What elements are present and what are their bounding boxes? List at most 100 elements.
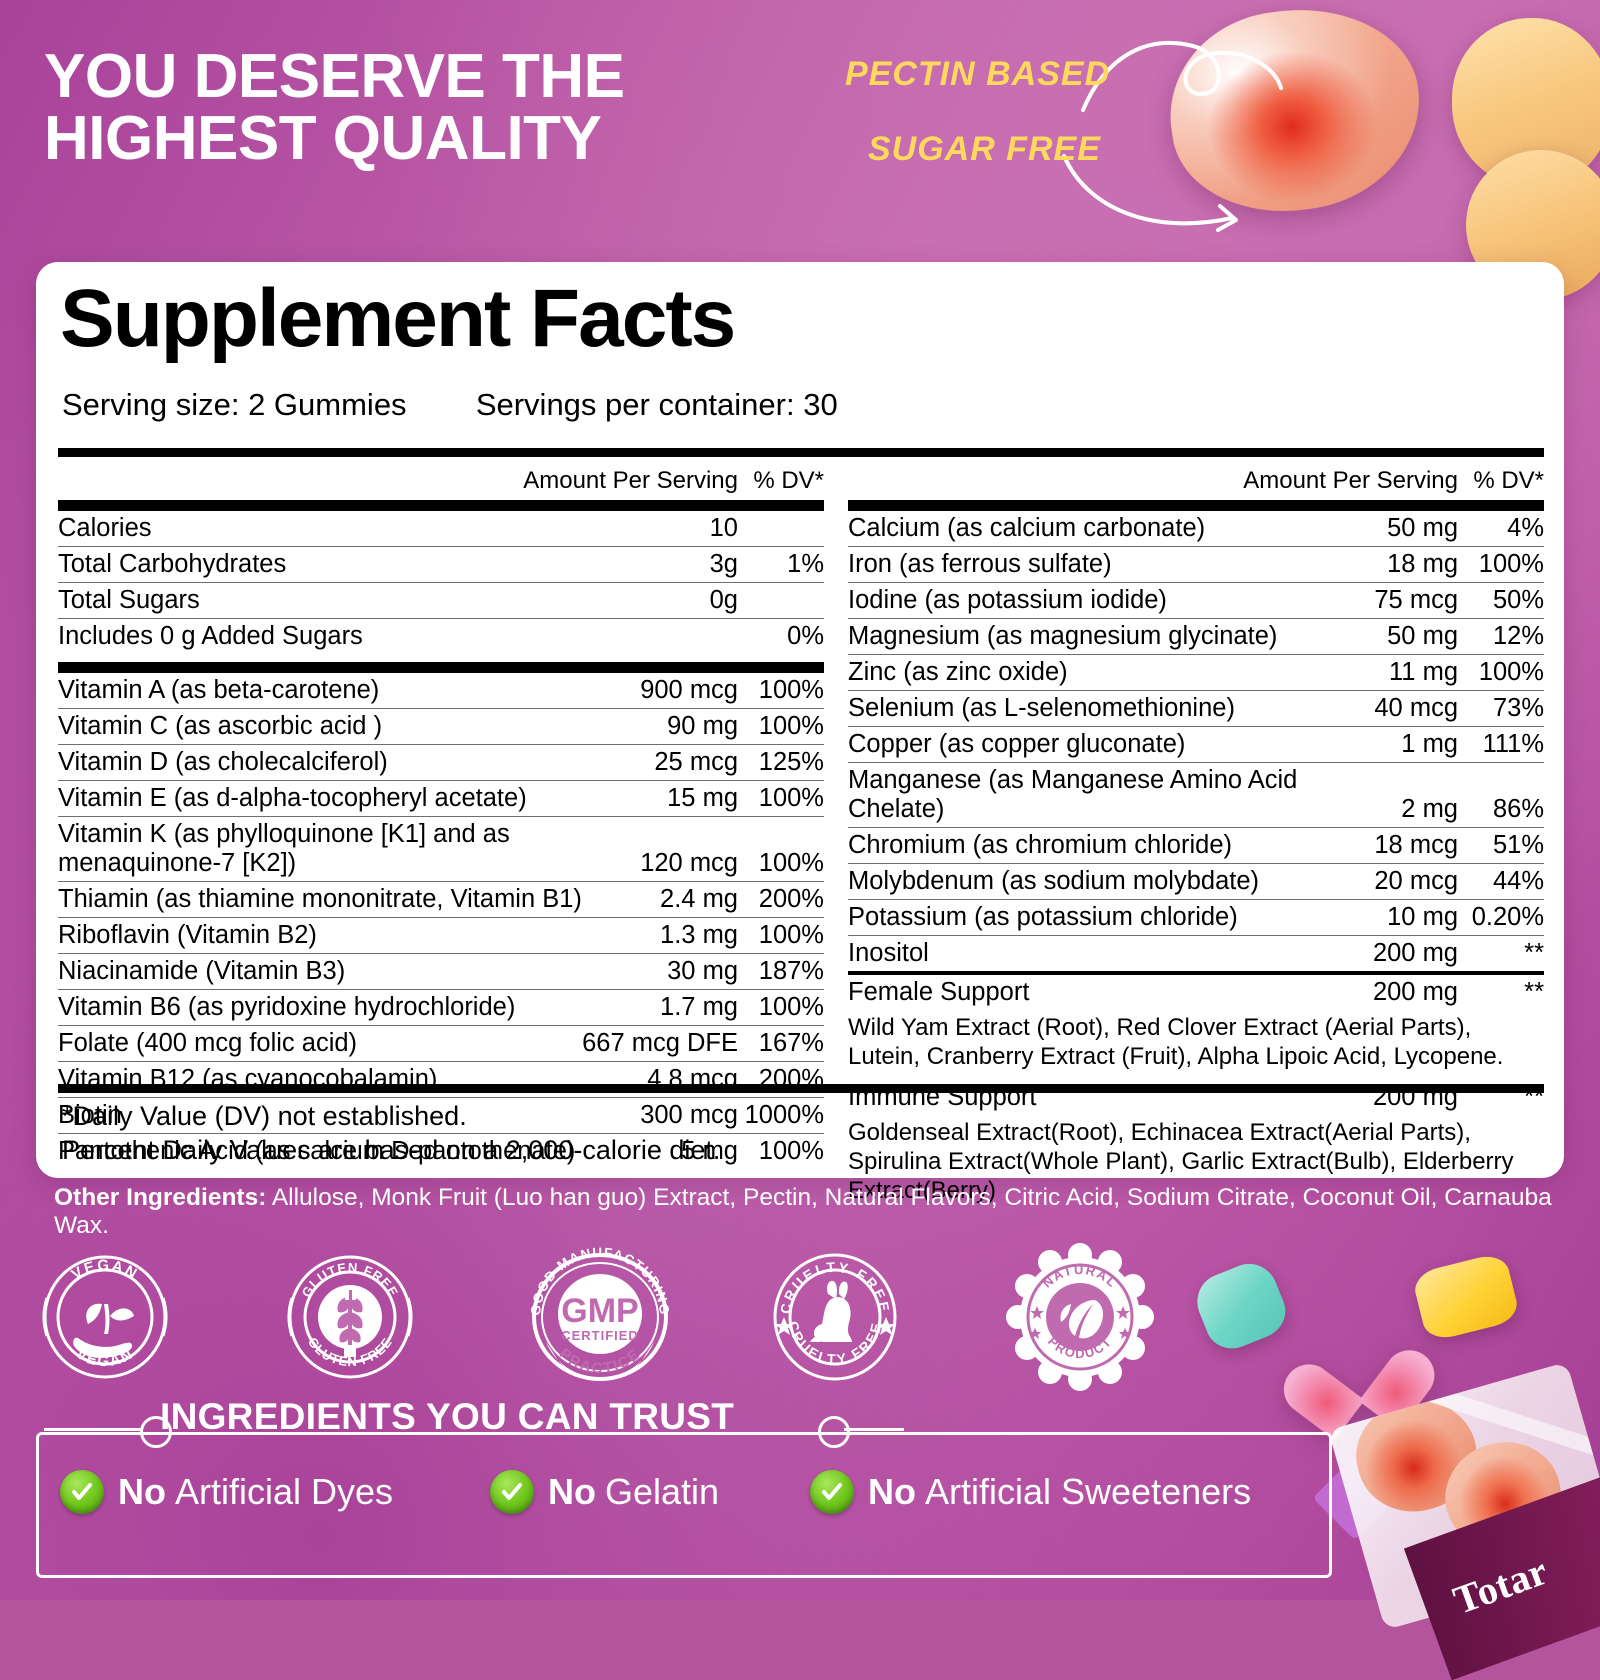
- check-icon-2: [490, 1470, 534, 1514]
- headline-line-1: YOU DESERVE THE: [44, 42, 625, 111]
- table-row: Copper (as copper gluconate) 1 mg 111%: [848, 726, 1544, 763]
- wheat-icon: [318, 1285, 382, 1357]
- trust-box: [36, 1432, 1332, 1578]
- row-amount: 18 mcg: [1372, 827, 1458, 864]
- row-daily-value: 100%: [738, 917, 824, 954]
- mineral-table: Calcium (as calcium carbonate) 50 mg 4% Iro…: [848, 511, 1544, 971]
- row-amount: 18 mg: [1372, 546, 1458, 583]
- row-name: Molybdenum (as sodium molybdate): [848, 863, 1373, 900]
- seal-natural-product: NATURAL PRODUCT: [1006, 1243, 1154, 1391]
- seal-gmp-sub-text: CERTIFIED: [561, 1328, 639, 1343]
- left-dv-header: % DV*: [753, 467, 824, 494]
- row-daily-value: 50%: [1458, 582, 1544, 619]
- right-column-headers: Amount Per Serving % DV*: [848, 467, 1544, 500]
- seal-vegan: VEGAN VEGAN: [42, 1255, 168, 1379]
- row-name: Vitamin E (as d-alpha-tocopheryl acetate…: [58, 780, 583, 817]
- row-amount: 30 mg: [582, 953, 738, 990]
- table-row: Folate (400 mcg folic acid) 667 mcg DFE 16…: [58, 1025, 824, 1062]
- row-daily-value: 73%: [1458, 690, 1544, 727]
- row-amount: 200 mg: [1372, 939, 1458, 967]
- servings-per-container: Servings per container: 30: [475, 387, 838, 422]
- row-daily-value: [738, 582, 824, 619]
- row-daily-value: 100%: [738, 673, 824, 709]
- row-name: Riboflavin (Vitamin B2): [58, 917, 583, 954]
- badge-sugar-free: SUGAR FREE: [868, 130, 1101, 168]
- row-name: Calories: [58, 511, 681, 547]
- claim-1-strong: No: [118, 1471, 166, 1512]
- row-daily-value: 4%: [1458, 511, 1544, 547]
- svg-text:VEGAN: VEGAN: [69, 1257, 142, 1284]
- gummy-yellow: [1410, 1251, 1522, 1343]
- seal-cruelty-free: CRUELTY FREE CRUELTY FREE: [773, 1253, 897, 1381]
- claim-no-artificial-sweeteners: No Artificial Sweeteners: [810, 1470, 1251, 1514]
- left-column-headers: Amount Per Serving % DV*: [58, 467, 824, 500]
- table-row: Riboflavin (Vitamin B2) 1.3 mg 100%: [58, 917, 824, 954]
- blend-ingredients: Wild Yam Extract (Root), Red Clover Extr…: [848, 1014, 1504, 1071]
- row-name: Calcium (as calcium carbonate): [848, 511, 1373, 547]
- certification-seals: VEGAN VEGAN GLUTEN FREE GLUTEN FR: [30, 1242, 1160, 1392]
- row-amount: 200 mg: [1372, 978, 1458, 1006]
- squiggle-arrow-icon: [1081, 40, 1283, 112]
- brand-name: Totar: [1447, 1547, 1554, 1623]
- table-row: Vitamin E (as d-alpha-tocopheryl acetate…: [58, 780, 824, 817]
- row-name: Biotin: [58, 1097, 583, 1134]
- claim-1-text: Artificial Dyes: [175, 1471, 394, 1512]
- row-daily-value: **: [1524, 978, 1544, 1006]
- supplement-facts-panel: Supplement Facts Serving size: 2 Gummies…: [36, 262, 1564, 1204]
- row-daily-value: 100%: [1458, 654, 1544, 691]
- row-name: Includes 0 g Added Sugars: [58, 622, 363, 650]
- claim-no-gelatin: No Gelatin: [490, 1470, 810, 1514]
- row-amount: 50 mg: [1372, 618, 1458, 655]
- row-amount: 10: [680, 511, 738, 547]
- row-daily-value: 111%: [1458, 726, 1544, 763]
- table-row: Calories 10: [58, 511, 824, 547]
- claim-2-strong: No: [548, 1471, 596, 1512]
- row-name: Magnesium (as magnesium glycinate): [848, 618, 1373, 655]
- gummy-heart-pink: [1305, 1319, 1408, 1415]
- row-name: Iodine (as potassium iodide): [848, 582, 1373, 619]
- row-daily-value: 0%: [787, 622, 824, 650]
- row-name: Selenium (as L-selenomethionine): [848, 690, 1373, 727]
- star-cluster-right-icon: [1116, 1306, 1131, 1339]
- table-row: Vitamin B6 (as pyridoxine hydrochloride)…: [58, 989, 824, 1026]
- table-row: Selenium (as L-selenomethionine) 40 mcg 73…: [848, 690, 1544, 727]
- table-row: Vitamin C (as ascorbic acid ) 90 mg 100%: [58, 708, 824, 745]
- rabbit-icon: [810, 1280, 852, 1342]
- table-row: Magnesium (as magnesium glycinate) 50 mg 1…: [848, 618, 1544, 655]
- trust-dot-right: [818, 1416, 850, 1448]
- row-amount: 2.4 mg: [582, 881, 738, 918]
- row-daily-value: 100%: [758, 1137, 824, 1165]
- row-name: Folate (400 mcg folic acid): [58, 1025, 583, 1062]
- right-amount-header: Amount Per Serving: [1243, 467, 1458, 494]
- row-name: Vitamin K (as phylloquinone [K1] and as …: [58, 816, 583, 882]
- row-name: Copper (as copper gluconate): [848, 726, 1373, 763]
- trust-line-left: [44, 1428, 142, 1431]
- row-amount: [680, 619, 738, 655]
- row-daily-value: 200%: [738, 881, 824, 918]
- table-row: Inositol 200 mg **: [848, 936, 1544, 972]
- table-row: Potassium (as potassium chloride) 10 mg 0.…: [848, 899, 1544, 936]
- row-name: Manganese (as Manganese Amino Acid Chela…: [848, 762, 1373, 828]
- blend-table: Female Support 200 mg ** Wild Yam Extract (…: [848, 975, 1544, 1208]
- claim-2-text: Gelatin: [605, 1471, 720, 1512]
- trust-title: INGREDIENTS YOU CAN TRUST: [160, 1396, 735, 1437]
- row-amount: 0g: [680, 582, 738, 619]
- row-amount: 10 mg: [1372, 899, 1458, 936]
- table-row: Iodine (as potassium iodide) 75 mcg 50%: [848, 582, 1544, 619]
- supplement-facts-title: Supplement Facts: [60, 273, 736, 364]
- row-amount: 1.3 mg: [582, 917, 738, 954]
- table-row: Total Carbohydrates 3g 1%: [58, 546, 824, 583]
- left-amount-header: Amount Per Serving: [523, 467, 738, 494]
- right-header-bar: [848, 500, 1544, 511]
- row-name: Chromium (as chromium chloride): [848, 827, 1373, 864]
- row-daily-value: 1000%: [738, 1097, 824, 1134]
- row-name: Zinc (as zinc oxide): [848, 654, 1373, 691]
- row-name: Female Support: [848, 978, 1030, 1006]
- footnotes: *Daily Value (DV) not established. Perce…: [62, 1100, 720, 1168]
- header-rule: [58, 448, 1544, 457]
- star-cluster-left-icon: [1029, 1306, 1044, 1339]
- row-name: Thiamin (as thiamine mononitrate, Vitami…: [58, 881, 583, 918]
- star-right-icon: [876, 1317, 896, 1335]
- table-row: Molybdenum (as sodium molybdate) 20 mcg 44…: [848, 863, 1544, 900]
- nutrition-column-right: Amount Per Serving % DV* Calcium (as cal…: [848, 467, 1544, 1208]
